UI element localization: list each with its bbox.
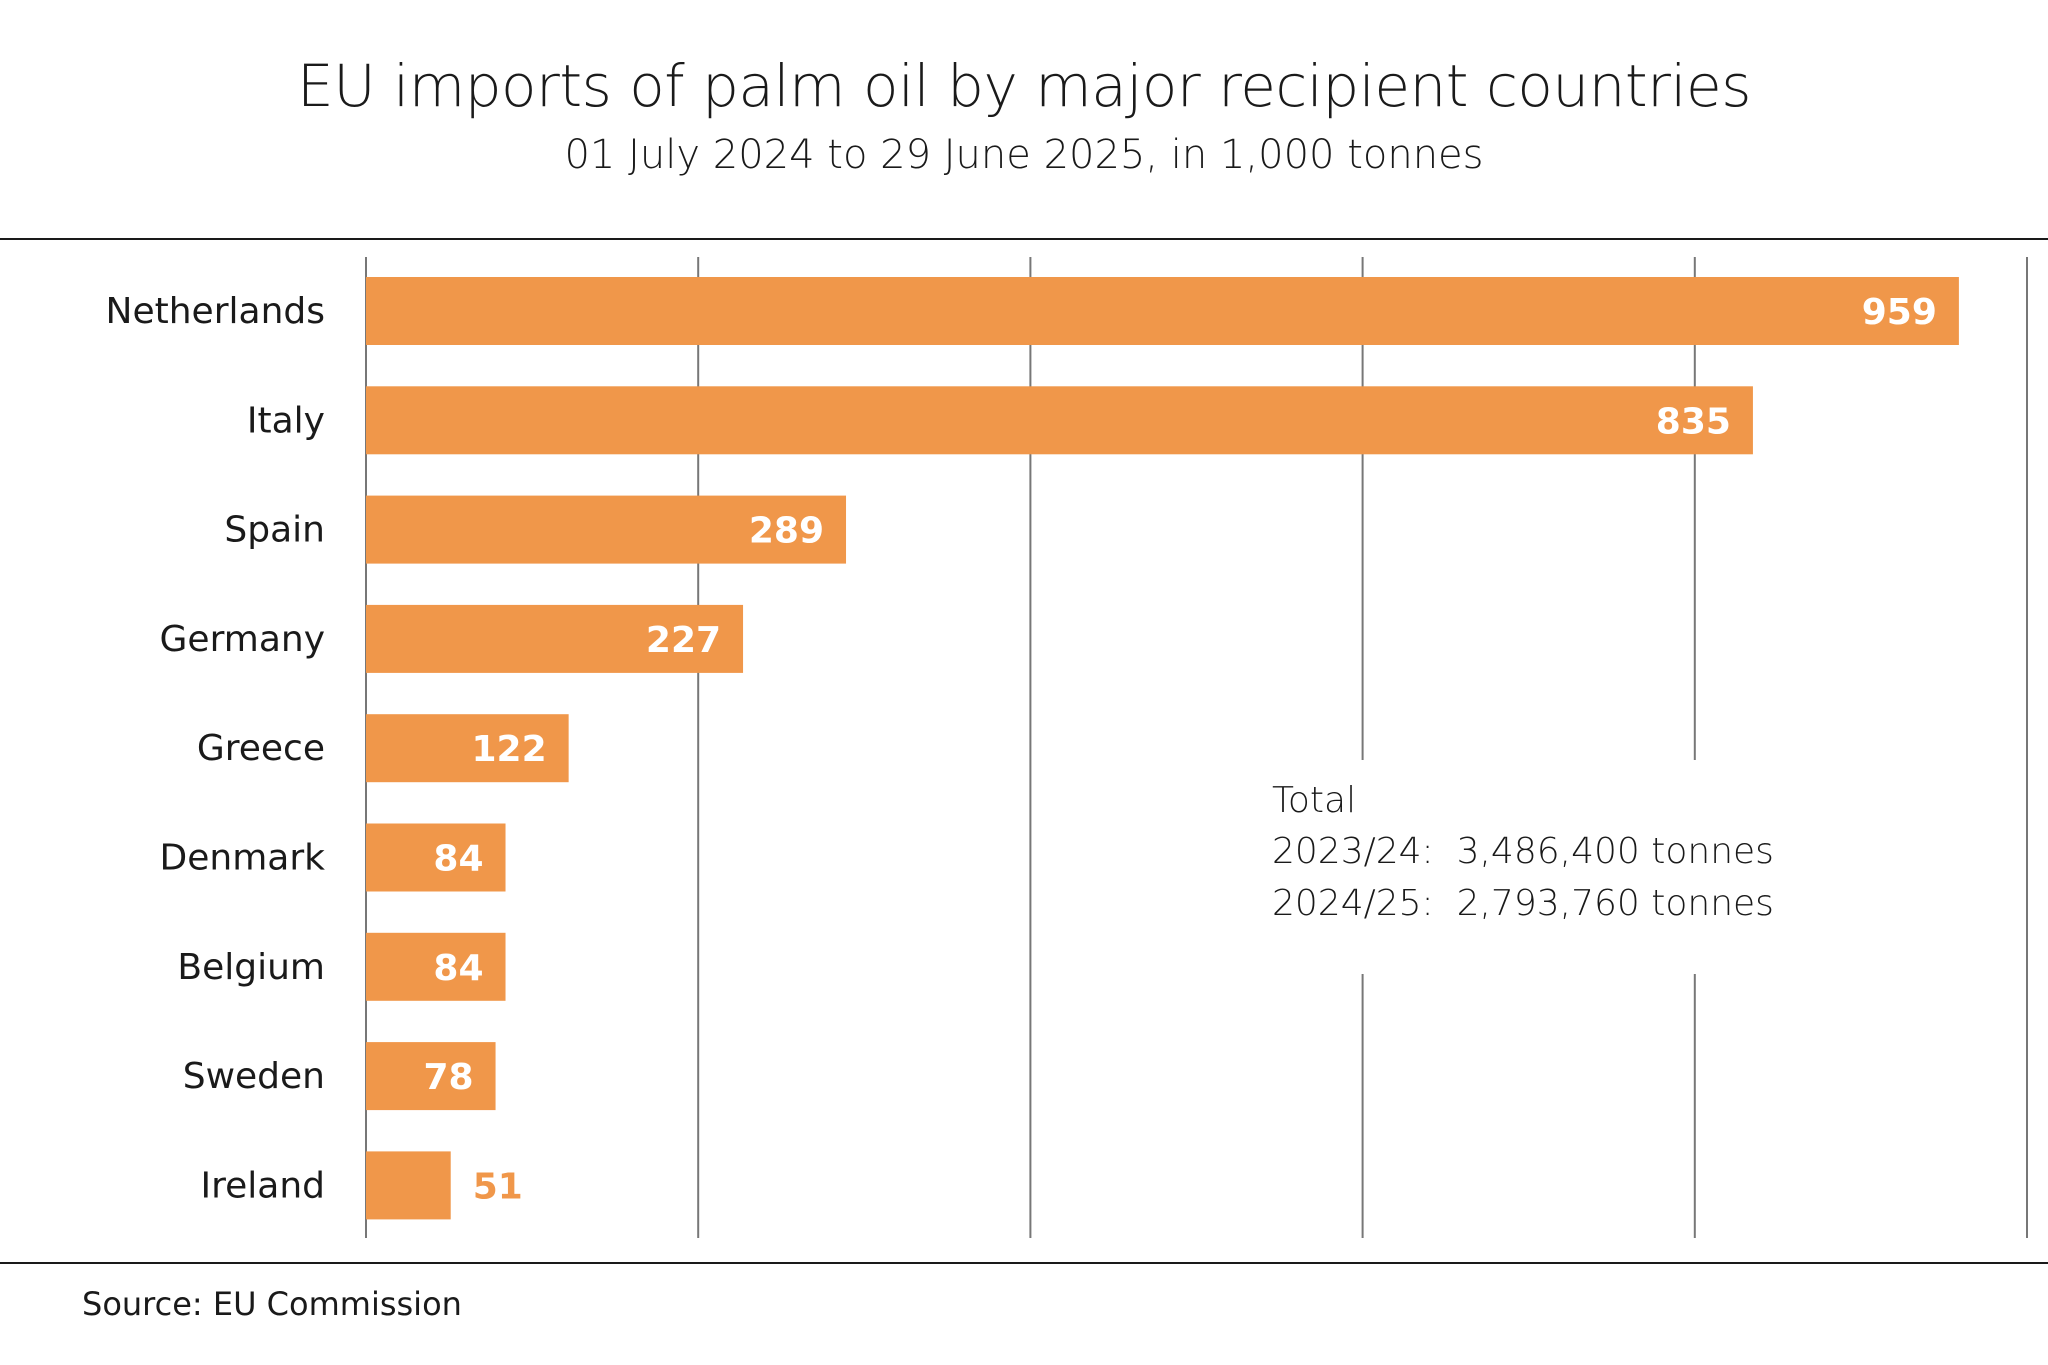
category-label: Italy bbox=[247, 400, 325, 441]
source-note: Source: EU Commission bbox=[82, 1285, 462, 1323]
total-heading: Total bbox=[1272, 780, 1357, 821]
value-label: 289 bbox=[749, 511, 824, 552]
value-label: 51 bbox=[473, 1166, 523, 1207]
category-label: Sweden bbox=[183, 1056, 325, 1097]
bar-sweden bbox=[366, 1042, 496, 1111]
bar-netherlands bbox=[366, 277, 1959, 345]
category-label: Ireland bbox=[200, 1165, 325, 1206]
value-label: 84 bbox=[433, 839, 483, 880]
category-label: Netherlands bbox=[106, 291, 325, 332]
value-label: 835 bbox=[1656, 401, 1731, 442]
category-label: Spain bbox=[224, 510, 325, 551]
value-label: 78 bbox=[423, 1057, 473, 1098]
value-label: 227 bbox=[646, 620, 721, 661]
bar-belgium bbox=[366, 932, 506, 1001]
bar-greece bbox=[366, 714, 569, 783]
top-rule bbox=[0, 238, 2048, 240]
bar-ireland bbox=[366, 1151, 451, 1220]
value-label: 122 bbox=[471, 729, 546, 770]
bottom-rule bbox=[0, 1262, 2048, 1264]
value-label: 959 bbox=[1862, 292, 1937, 333]
total-line-2024-25: 2024/25: 2,793,760 tonnes bbox=[1272, 883, 1774, 924]
chart-title: EU imports of palm oil by major recipien… bbox=[297, 52, 1751, 120]
category-label: Germany bbox=[160, 619, 325, 660]
total-line-2023-24: 2023/24: 3,486,400 tonnes bbox=[1272, 831, 1774, 872]
bar-denmark bbox=[366, 823, 506, 892]
category-label: Belgium bbox=[177, 947, 325, 988]
bar-italy bbox=[366, 386, 1753, 455]
chart-subtitle: 01 July 2024 to 29 June 2025, in 1,000 t… bbox=[564, 132, 1484, 178]
value-label: 84 bbox=[433, 948, 483, 989]
category-label: Greece bbox=[197, 728, 325, 769]
bar-spain bbox=[366, 495, 847, 564]
category-label: Denmark bbox=[160, 838, 326, 879]
bar-germany bbox=[366, 604, 744, 673]
